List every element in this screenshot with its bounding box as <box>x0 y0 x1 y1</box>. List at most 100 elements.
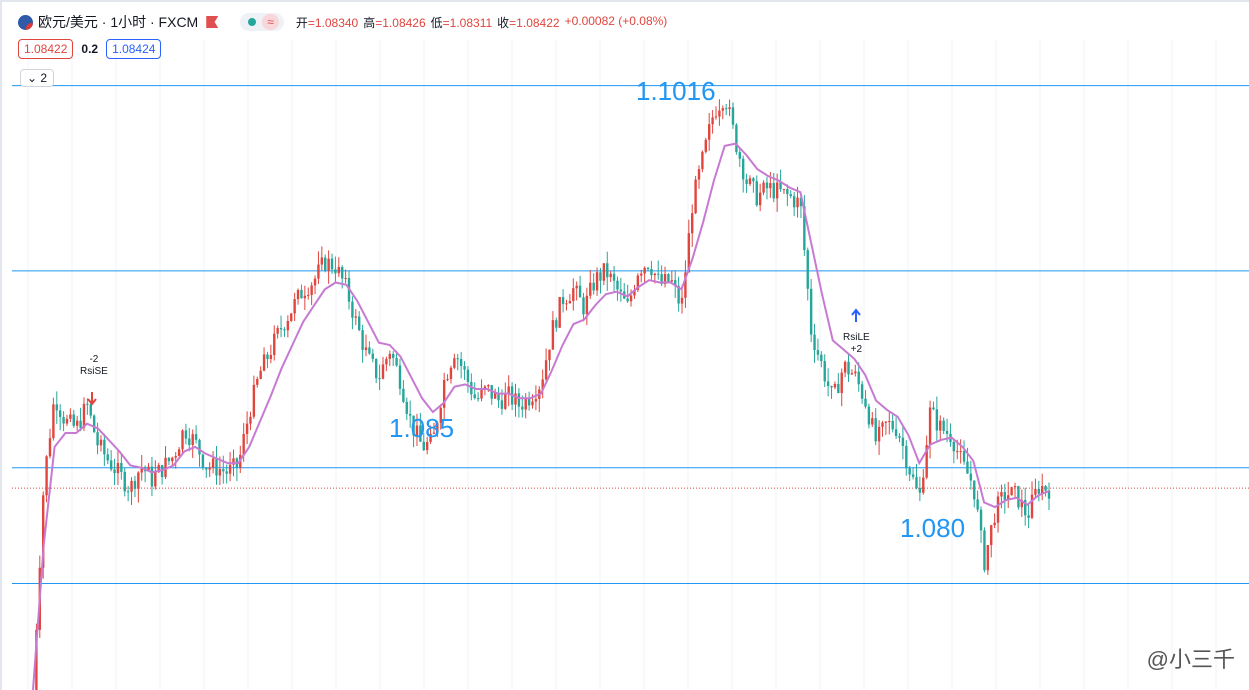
close-value: =1.08422 <box>509 15 560 30</box>
candle-body <box>126 491 130 493</box>
candle-body <box>928 407 932 446</box>
candle-body <box>881 422 884 427</box>
candle-body <box>249 416 252 424</box>
candle-body <box>252 384 256 417</box>
candle-body <box>585 295 589 315</box>
candle-body <box>837 383 840 394</box>
candle-body <box>504 393 507 409</box>
candle-body <box>412 415 415 436</box>
candle-body <box>72 414 75 426</box>
candle-body <box>966 461 969 474</box>
candle-body <box>663 274 667 285</box>
candle-body <box>58 410 62 417</box>
ohlc-readout: 开=1.08340 高=1.08426 低=1.08311 收=1.08422 … <box>296 14 667 31</box>
open-value: =1.08340 <box>307 15 359 30</box>
indicators-toggle-button[interactable]: ⌄ 2 <box>20 69 55 87</box>
candle-body <box>575 285 578 289</box>
level-label-top: 1.1016 <box>636 76 716 106</box>
candle-body <box>358 316 361 331</box>
candle-body <box>541 379 544 390</box>
candle-body <box>612 273 616 281</box>
candle-body <box>208 467 211 470</box>
candle-body <box>181 430 184 450</box>
candle-body <box>833 383 837 388</box>
candle-body <box>436 422 439 433</box>
candle-body <box>721 108 724 111</box>
candle-body <box>687 233 691 273</box>
candle-body <box>262 354 266 371</box>
candle-body <box>354 316 358 318</box>
candle-body <box>684 272 687 298</box>
candle-body <box>724 108 728 110</box>
candle-body <box>691 213 694 234</box>
low-label: 低 <box>430 15 443 30</box>
candle-body <box>796 197 799 208</box>
candle-body <box>290 313 293 321</box>
candle-body <box>674 280 677 286</box>
flag-icon[interactable] <box>206 16 219 28</box>
candle-body <box>171 457 174 462</box>
candle-body <box>419 425 422 442</box>
candle-body <box>534 398 538 402</box>
candle-body <box>1030 494 1034 518</box>
candle-body <box>769 183 772 189</box>
candle-body <box>803 206 806 251</box>
candle-body <box>476 398 480 400</box>
candle-body <box>69 414 72 419</box>
candle-body <box>565 303 568 305</box>
candle-body <box>969 473 973 481</box>
candle-body <box>609 273 612 278</box>
candle-body <box>92 415 96 433</box>
candle-body <box>925 445 928 478</box>
candle-body <box>493 393 497 399</box>
candle-body <box>650 269 653 276</box>
candle-body <box>313 278 317 286</box>
candle-body <box>735 124 738 153</box>
candle-body <box>891 421 894 430</box>
candle-body <box>279 328 283 330</box>
candle-body <box>813 334 816 351</box>
sell-price-button[interactable]: 1.08422 <box>18 39 74 59</box>
candle-body <box>228 464 232 474</box>
candle-body <box>962 451 966 462</box>
candle-body <box>109 460 113 470</box>
candle-body <box>568 300 572 304</box>
symbol-title[interactable]: 欧元/美元 · 1小时 · FXCM <box>38 14 199 30</box>
candle-body <box>1037 488 1041 494</box>
candle-body <box>330 258 334 270</box>
candle-body <box>1020 499 1024 508</box>
buy-price-button[interactable]: 1.08424 <box>106 39 162 59</box>
candle-body <box>351 301 354 318</box>
candle-body <box>708 124 711 140</box>
candle-body <box>62 416 65 424</box>
candle-body <box>341 267 344 279</box>
chart-header: 欧元/美元 · 1小时 · FXCM ≈ 开=1.08340 高=1.08426… <box>18 12 667 32</box>
candle-body <box>194 434 198 440</box>
candle-body <box>714 116 718 118</box>
candle-body <box>245 423 249 434</box>
candle-body <box>1047 490 1051 499</box>
short-signal-label: -2 RsiSE <box>80 354 108 378</box>
candle-body <box>381 364 385 379</box>
candle-body <box>626 298 629 302</box>
candle-body <box>752 178 755 182</box>
candle-body <box>344 278 347 280</box>
candle-body <box>653 273 657 276</box>
candle-body <box>772 183 775 199</box>
candle-body <box>741 158 745 180</box>
candle-body <box>990 525 993 546</box>
candle-body <box>636 275 640 290</box>
candle-body <box>786 189 789 195</box>
candle-body <box>215 458 218 476</box>
candle-body <box>242 433 245 455</box>
candle-body <box>470 381 473 395</box>
candle-body <box>266 354 269 360</box>
market-status-pill[interactable]: ≈ <box>240 13 284 31</box>
candle-body <box>35 629 38 690</box>
candle-body <box>1013 486 1017 488</box>
candle-body <box>939 420 942 431</box>
candle-body <box>398 365 402 389</box>
candle-body <box>979 509 983 531</box>
